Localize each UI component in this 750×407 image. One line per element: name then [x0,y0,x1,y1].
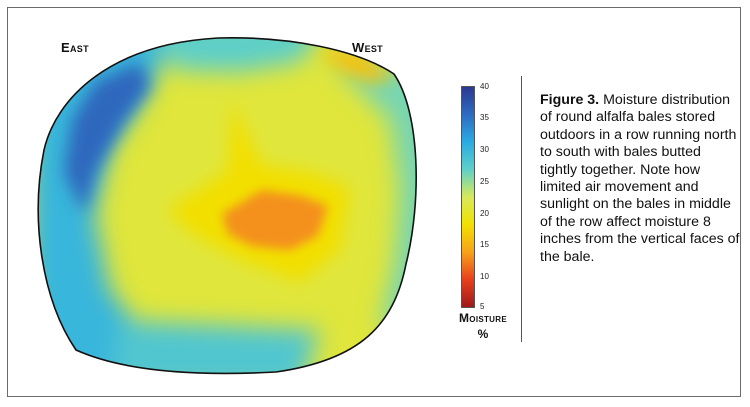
caption-divider [521,76,522,342]
region-top-edge [150,37,330,72]
caption-label: Figure 3. [540,92,600,108]
colorbar-tick-30: 30 [480,145,489,154]
colorbar-title: Moisture [459,311,507,325]
west-label: West [352,40,383,55]
colorbar-tick-35: 35 [480,113,489,122]
colorbar-tick-20: 20 [480,209,489,218]
region-east-core [64,62,150,214]
colorbar-unit: % [477,327,489,341]
region-center-hot [222,190,328,250]
figure-frame [7,7,741,397]
east-label: East [61,40,89,55]
figure-caption: Figure 3. Moisture distribution of round… [540,92,740,266]
colorbar-tick-15: 15 [480,240,489,249]
region-west-top-tip [318,48,394,82]
caption-text: Moisture distribution of round alfalfa b… [540,92,740,265]
colorbar-tick-10: 10 [480,272,489,281]
colorbar-tick-25: 25 [480,177,489,186]
colorbar-tick-5: 5 [480,302,485,311]
region-bottom-edge [110,320,320,374]
colorbar-tick-40: 40 [480,82,489,91]
colorbar [461,86,475,308]
